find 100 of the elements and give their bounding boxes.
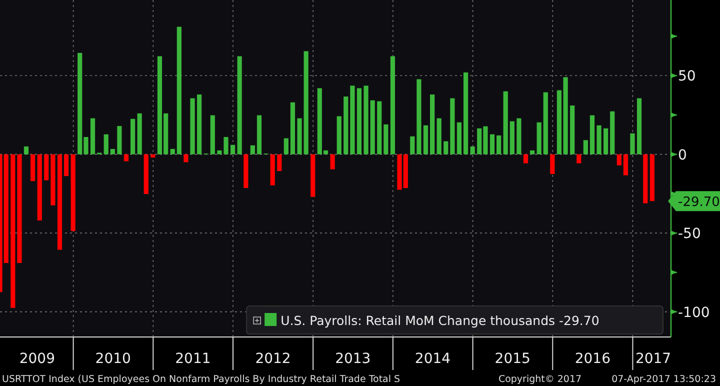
bar [124, 154, 129, 162]
bar [496, 135, 502, 154]
bar [610, 111, 615, 154]
bar [370, 100, 375, 154]
bar [356, 88, 362, 154]
bar [336, 116, 342, 154]
bar [530, 150, 535, 154]
x-tick-label: 2015 [494, 351, 530, 367]
x-tick-label: 2017 [635, 351, 672, 367]
bar [523, 154, 528, 164]
y-tick-label: -100 [678, 304, 710, 321]
y-tick-label: -50 [678, 226, 701, 242]
bar [416, 79, 422, 154]
bar [197, 94, 202, 154]
bar [643, 154, 648, 204]
bar [277, 154, 282, 172]
bar [377, 101, 382, 154]
bar [510, 121, 514, 154]
bar [364, 86, 368, 154]
bar [230, 144, 236, 154]
text: -29.70 [678, 195, 720, 210]
bar [150, 154, 156, 158]
bar [30, 154, 36, 182]
bar [550, 154, 555, 174]
bar [270, 154, 275, 186]
bar [570, 106, 575, 154]
bar [430, 94, 435, 154]
bar [650, 154, 654, 202]
text: 07-Apr-2017 13:50:23 [612, 374, 716, 385]
bar [604, 128, 608, 154]
bar [256, 115, 262, 154]
text: USRTTOT Index (US Employees On Nonfarm Payrolls By Industry Retail Trade Total S [2, 374, 400, 385]
bar [24, 146, 29, 154]
bar [37, 154, 42, 220]
bar [144, 154, 148, 194]
bar [576, 154, 582, 164]
bar [17, 154, 22, 263]
bar [10, 154, 16, 308]
bar [250, 145, 255, 154]
bar [184, 154, 188, 162]
bar [284, 138, 288, 154]
bar [130, 118, 136, 154]
bar [463, 72, 468, 154]
bar [110, 148, 115, 154]
bar [64, 154, 69, 176]
bar [636, 98, 642, 154]
bar [490, 134, 495, 154]
bar [330, 154, 335, 170]
x-tick-label: 2011 [175, 351, 211, 367]
bar [423, 125, 428, 154]
bar [596, 125, 602, 154]
legend-label: U.S. Payrolls: Retail MoM Change thousands -29.70 [280, 313, 600, 328]
bar [350, 86, 355, 154]
x-tick-label: 2009 [19, 351, 56, 367]
bar [224, 137, 228, 154]
bar [290, 102, 296, 154]
y-tick-label: 0 [678, 147, 687, 164]
bar [297, 118, 302, 154]
text: Copyright© 2017 [498, 374, 582, 385]
bar [450, 98, 455, 154]
bar [310, 154, 316, 197]
bar [590, 115, 595, 154]
x-tick-label: 2010 [95, 351, 131, 367]
bar [583, 140, 588, 154]
x-tick-label: 2014 [414, 351, 451, 367]
bar [117, 126, 122, 154]
bar [90, 118, 96, 154]
bar [384, 124, 388, 154]
bar [503, 91, 508, 154]
bar [410, 136, 415, 154]
x-tick-label: 2012 [255, 351, 291, 367]
x-tick-label: 2016 [574, 351, 611, 367]
bar [44, 154, 49, 180]
bar [436, 118, 442, 154]
bar [170, 148, 175, 154]
bar [70, 154, 76, 232]
bar [304, 51, 308, 154]
bar [237, 56, 242, 154]
bar [516, 118, 522, 154]
bar [543, 92, 548, 154]
bar [217, 150, 222, 154]
bar [210, 115, 215, 154]
bar [176, 26, 182, 154]
bar [50, 154, 56, 206]
bar [444, 141, 448, 154]
bar [244, 154, 248, 188]
y-tick-label: 50 [678, 68, 696, 85]
bar [344, 96, 348, 154]
bar [623, 154, 628, 176]
bar [630, 133, 635, 154]
bar [104, 134, 108, 154]
bar [390, 56, 396, 154]
bar [190, 98, 195, 154]
bar [470, 146, 475, 154]
bar [57, 154, 62, 250]
bar [456, 122, 462, 154]
x-tick-label: 2013 [335, 351, 371, 367]
bar [137, 113, 142, 154]
bar [536, 122, 542, 154]
bar [616, 154, 622, 166]
